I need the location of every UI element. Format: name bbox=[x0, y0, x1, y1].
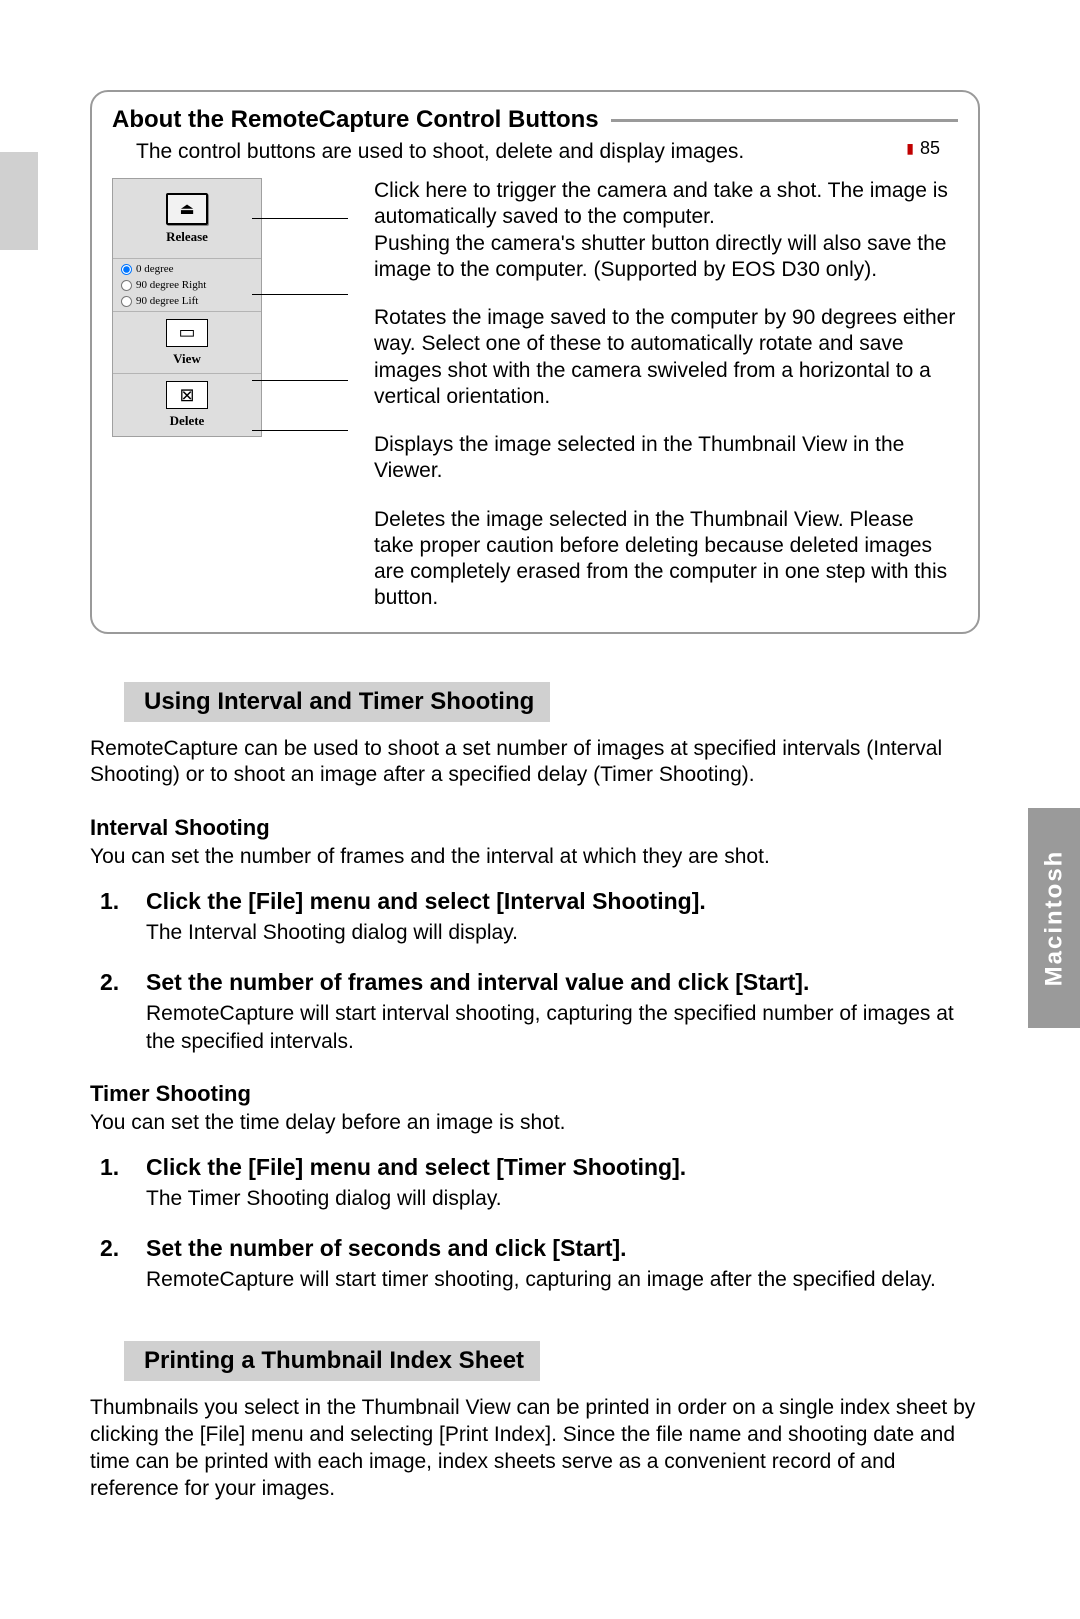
sec-head-interval: Using Interval and Timer Shooting bbox=[124, 682, 550, 722]
about-intro: The control buttons are used to shoot, d… bbox=[136, 140, 958, 164]
title-rule bbox=[611, 119, 958, 122]
rot-left[interactable]: 90 degree Lift bbox=[121, 295, 198, 307]
section-interval-timer: Using Interval and Timer Shooting Remote… bbox=[90, 682, 980, 1294]
sec-head-print: Printing a Thumbnail Index Sheet bbox=[124, 1341, 540, 1381]
control-panel: Release 0 degree 90 degree Right 90 degr… bbox=[112, 178, 262, 437]
interval-step-2: Set the number of frames and interval va… bbox=[146, 968, 980, 1054]
view-icon: ▭ bbox=[166, 319, 208, 347]
timer-steps: Click the [File] menu and select [Timer … bbox=[90, 1153, 980, 1293]
sec-intro: RemoteCapture can be used to shoot a set… bbox=[90, 736, 980, 790]
margin-gray-block bbox=[0, 152, 38, 250]
delete-label: Delete bbox=[170, 413, 205, 429]
delete-button[interactable]: ⊠ Delete bbox=[113, 374, 261, 436]
interval-heading: Interval Shooting bbox=[90, 815, 980, 841]
release-button[interactable]: Release bbox=[113, 179, 261, 259]
rotation-group: 0 degree 90 degree Right 90 degree Lift bbox=[113, 259, 261, 312]
side-tab-label: Macintosh bbox=[1040, 850, 1068, 987]
desc-release: Click here to trigger the camera and tak… bbox=[374, 178, 958, 283]
interval-step-1: Click the [File] menu and select [Interv… bbox=[146, 887, 980, 946]
rot-right[interactable]: 90 degree Right bbox=[121, 279, 206, 291]
desc-delete: Deletes the image selected in the Thumbn… bbox=[374, 507, 958, 612]
rot-0[interactable]: 0 degree bbox=[121, 263, 174, 275]
descriptions: Click here to trigger the camera and tak… bbox=[374, 178, 958, 612]
delete-icon: ⊠ bbox=[166, 381, 208, 409]
view-button[interactable]: ▭ View bbox=[113, 312, 261, 374]
interval-p: You can set the number of frames and the… bbox=[90, 845, 980, 869]
about-box: About the RemoteCapture Control Buttons … bbox=[90, 90, 980, 634]
interval-steps: Click the [File] menu and select [Interv… bbox=[90, 887, 980, 1055]
camera-icon bbox=[166, 193, 208, 225]
print-p: Thumbnails you select in the Thumbnail V… bbox=[90, 1395, 980, 1503]
timer-heading: Timer Shooting bbox=[90, 1081, 980, 1107]
about-title: About the RemoteCapture Control Buttons bbox=[112, 106, 599, 134]
desc-rotate: Rotates the image saved to the computer … bbox=[374, 305, 958, 410]
timer-p: You can set the time delay before an ima… bbox=[90, 1111, 980, 1135]
side-tab-macintosh: Macintosh bbox=[1028, 808, 1080, 1028]
timer-step-1: Click the [File] menu and select [Timer … bbox=[146, 1153, 980, 1212]
desc-view: Displays the image selected in the Thumb… bbox=[374, 432, 958, 485]
view-label: View bbox=[173, 351, 201, 367]
release-label: Release bbox=[166, 229, 208, 245]
timer-step-2: Set the number of seconds and click [Sta… bbox=[146, 1234, 980, 1293]
section-print-index: Printing a Thumbnail Index Sheet Thumbna… bbox=[90, 1341, 980, 1503]
